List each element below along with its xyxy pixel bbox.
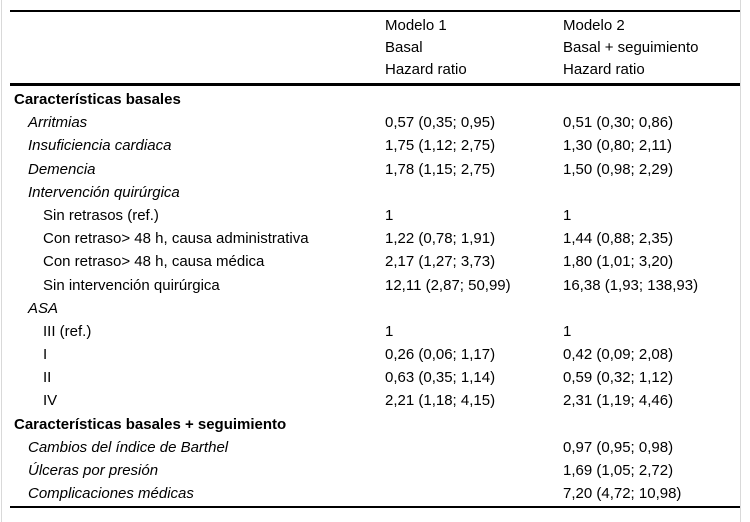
model2-value: 0,59 (0,32; 1,12) [563,369,674,387]
model2-value: 1 [563,206,572,224]
row-label: Sin retrasos (ref.) [43,206,159,224]
row-label: Insuficiencia cardiaca [28,137,172,155]
model1-value [385,88,563,111]
table-row: Insuficiencia cardiaca 1,75 (1,12; 2,75)… [10,134,740,157]
model2-value: 7,20 (4,72; 10,98) [563,485,682,503]
model2-value: 1 [563,322,572,340]
table-row: Úlceras por presión 1,69 (1,05; 2,72) [10,459,740,482]
model2-value: 1,44 (0,88; 2,35) [563,230,674,248]
model2-value [563,413,740,436]
row-label: II [43,369,52,387]
row-label: III (ref.) [43,322,92,340]
table-row: Sin retrasos (ref.) 1 1 [10,204,740,227]
model1-value: 2,17 (1,27; 3,73) [385,253,496,271]
table-row: Sin intervención quirúrgica 12,11 (2,87;… [10,274,740,297]
model2-value: 0,42 (0,09; 2,08) [563,346,674,364]
model2-value [563,88,740,111]
row-label: Sin intervención quirúrgica [43,276,220,294]
row-label: Cambios del índice de Barthel [28,438,229,456]
table-row: Intervención quirúrgica [10,181,740,204]
model1-title: Modelo 1 [385,17,447,34]
model2-value: 1,69 (1,05; 2,72) [563,462,674,479]
model1-value [385,297,563,320]
table-row: Demencia 1,78 (1,15; 2,75) 1,50 (0,98; 2… [10,158,740,181]
hazard-ratio-table: Modelo 1 Basal Hazard ratio Modelo 2 Bas… [10,10,740,509]
model1-value [385,413,563,436]
model1-measure: Hazard ratio [385,61,467,78]
table-row: III (ref.) 1 1 [10,320,740,343]
model2-value: 2,31 (1,19; 4,46) [563,392,674,410]
table-row: Arritmias 0,57 (0,35; 0,95) 0,51 (0,30; … [10,111,740,134]
model1-subtitle: Basal [385,39,423,56]
table-row: Con retraso> 48 h, causa administrativa … [10,227,740,250]
model1-value: 0,26 (0,06; 1,17) [385,346,496,364]
model2-value [563,181,740,204]
model1-value: 2,21 (1,18; 4,15) [385,392,496,410]
table-row: IV 2,21 (1,18; 4,15) 2,31 (1,19; 4,46) [10,389,740,412]
model2-measure: Hazard ratio [563,61,645,78]
model1-value [385,459,563,482]
table-row: Características basales + seguimiento [10,413,740,436]
model2-value: 0,51 (0,30; 0,86) [563,114,674,132]
model1-value: 1 [385,322,394,340]
model2-value: 1,50 (0,98; 2,29) [563,160,674,178]
model1-value [385,181,563,204]
row-label: Arritmias [28,114,88,132]
model2-value [563,297,740,320]
model1-value [385,436,563,459]
model1-value: 1,22 (0,78; 1,91) [385,230,496,248]
row-label: Intervención quirúrgica [28,183,180,201]
row-label: Úlceras por presión [28,462,159,479]
row-label: ASA [28,299,59,317]
row-label: IV [43,392,58,410]
model2-value: 1,80 (1,01; 3,20) [563,253,674,271]
table-header: Modelo 1 Basal Hazard ratio Modelo 2 Bas… [10,10,740,86]
model1-value: 0,63 (0,35; 1,14) [385,369,496,387]
row-label: Demencia [28,160,96,178]
row-label: Características basales + seguimiento [14,415,287,433]
table-row: II 0,63 (0,35; 1,14) 0,59 (0,32; 1,12) [10,366,740,389]
model2-value: 1,30 (0,80; 2,11) [563,137,672,155]
model1-value: 0,57 (0,35; 0,95) [385,114,496,132]
model1-value [385,482,563,505]
model2-value: 16,38 (1,93; 138,93) [563,276,699,294]
table-row: Características basales [10,88,740,111]
table-row: I 0,26 (0,06; 1,17) 0,42 (0,09; 2,08) [10,343,740,366]
table-body: Características basales Arritmias 0,57 (… [10,86,740,509]
table-row: Cambios del índice de Barthel 0,97 (0,95… [10,436,740,459]
row-label: I [43,346,48,364]
column-header-model1: Modelo 1 Basal Hazard ratio [385,15,563,81]
table-row: Complicaciones médicas 7,20 (4,72; 10,98… [10,482,740,505]
model2-subtitle: Basal + seguimiento [563,39,699,56]
column-header-model2: Modelo 2 Basal + seguimiento Hazard rati… [563,15,740,81]
table-row: ASA [10,297,740,320]
model1-value: 12,11 (2,87; 50,99) [385,276,511,294]
row-label: Con retraso> 48 h, causa administrativa [43,230,309,248]
page-edge-right [740,0,741,522]
model2-value: 0,97 (0,95; 0,98) [563,438,674,456]
model1-value: 1,78 (1,15; 2,75) [385,160,496,178]
model1-value: 1,75 (1,12; 2,75) [385,137,496,155]
row-label: Con retraso> 48 h, causa médica [43,253,265,271]
row-label: Complicaciones médicas [28,485,194,503]
model1-value: 1 [385,206,394,224]
page-edge-left [1,0,2,522]
table-row: Con retraso> 48 h, causa médica 2,17 (1,… [10,250,740,273]
row-label: Características basales [14,91,181,108]
model2-title: Modelo 2 [563,17,625,34]
